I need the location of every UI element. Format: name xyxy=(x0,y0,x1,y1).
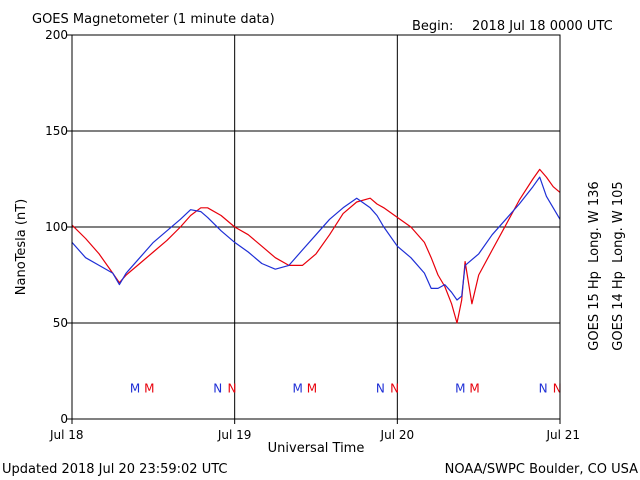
x-tick-label-0: Jul 18 xyxy=(49,428,84,442)
begin-value: 2018 Jul 18 0000 UTC xyxy=(472,19,613,34)
marker-n-2: N xyxy=(213,381,222,395)
marker-n-10: N xyxy=(539,381,548,395)
marker-n-11: N xyxy=(553,381,562,395)
marker-m-0: M xyxy=(130,381,140,395)
marker-n-6: N xyxy=(376,381,385,395)
marker-m-5: M xyxy=(307,381,317,395)
x-tick-label-1: Jul 19 xyxy=(217,428,252,442)
legend-goes15: GOES 15 Hp Long. W 136 xyxy=(587,181,602,350)
x-axis-ticks: Jul 18 Jul 19 Jul 20 Jul 21 xyxy=(49,419,580,442)
plot-frame xyxy=(71,34,561,420)
marker-m-4: M xyxy=(293,381,303,395)
updated-timestamp: Updated 2018 Jul 20 23:59:02 UTC xyxy=(2,462,227,477)
y-tick-label-4: 200 xyxy=(45,28,68,42)
begin-label: Begin: xyxy=(412,19,453,34)
grid-lines xyxy=(72,35,560,419)
y-tick-label-3: 150 xyxy=(45,124,68,138)
x-tick-label-2: Jul 20 xyxy=(380,428,415,442)
series-line-goes15 xyxy=(71,168,561,324)
y-tick-label-2: 100 xyxy=(45,220,68,234)
marker-n-3: N xyxy=(227,381,236,395)
chart-title: GOES Magnetometer (1 minute data) xyxy=(32,12,275,27)
marker-m-8: M xyxy=(455,381,465,395)
series-lines xyxy=(71,168,561,324)
x-tick-label-3: Jul 21 xyxy=(545,428,580,442)
y-axis-ticks: 0 50 100 150 200 xyxy=(45,28,72,426)
y-tick-label-1: 50 xyxy=(53,316,68,330)
y-tick-label-0: 0 xyxy=(60,412,68,426)
marker-m-9: M xyxy=(469,381,479,395)
marker-m-1: M xyxy=(144,381,154,395)
y-axis-label: NanoTesla (nT) xyxy=(14,199,29,295)
credit-text: NOAA/SWPC Boulder, CO USA xyxy=(445,462,638,477)
marker-n-7: N xyxy=(390,381,399,395)
legend-goes14: GOES 14 Hp Long. W 105 xyxy=(611,181,626,350)
series-line-goes14 xyxy=(71,176,561,301)
x-axis-label: Universal Time xyxy=(268,441,365,456)
